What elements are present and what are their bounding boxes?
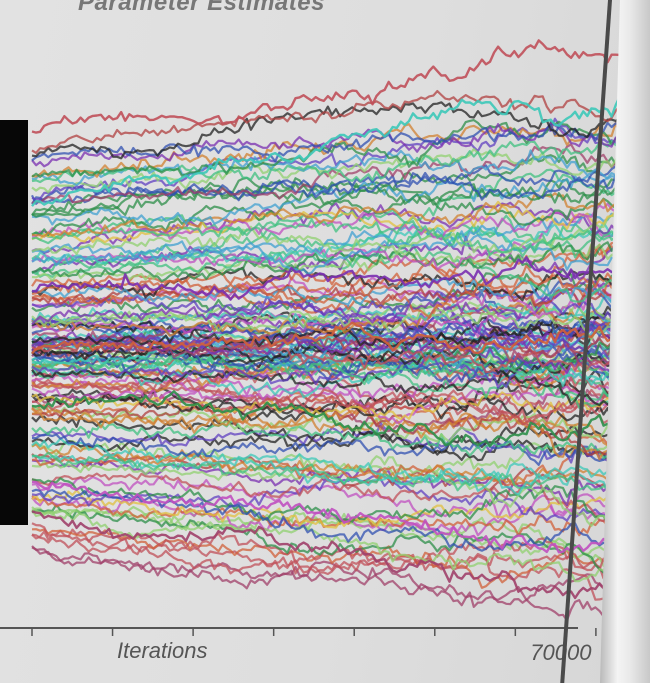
series-line-128 <box>31 164 641 205</box>
series-line-77 <box>31 323 641 368</box>
series-line-104 <box>31 241 641 304</box>
series-line-125 <box>31 172 641 227</box>
series-line-24 <box>31 453 641 493</box>
series-line-70 <box>31 322 641 366</box>
series-line-44 <box>31 355 641 393</box>
series-line-58 <box>31 369 641 407</box>
series-line-108 <box>31 239 641 282</box>
series-line-119 <box>31 201 641 241</box>
series-line-8 <box>31 503 641 574</box>
series-line-25 <box>31 451 641 492</box>
series-line-22 <box>31 447 642 487</box>
series-line-116 <box>31 214 641 256</box>
series-line-139 <box>31 89 641 154</box>
series-line-114 <box>31 234 641 275</box>
series-line-28 <box>31 437 641 496</box>
series-line-rep-5 <box>31 480 641 554</box>
chart-title: Parameter Estimates <box>78 0 325 16</box>
series-line-94 <box>31 297 641 326</box>
series-line-2 <box>31 528 642 601</box>
series-line-87 <box>31 300 641 348</box>
black-occluder <box>0 120 28 525</box>
series-line-0 <box>31 545 641 602</box>
series-line-39 <box>31 391 641 416</box>
series-line-13 <box>31 489 641 529</box>
series-line-113 <box>31 201 641 255</box>
series-line-132 <box>31 149 641 187</box>
series-line-rep-2 <box>31 256 641 301</box>
series-line-110 <box>31 241 641 283</box>
series-line-5 <box>31 505 641 564</box>
series-line-30 <box>32 433 641 466</box>
series-line-100 <box>31 282 641 307</box>
series-line-102 <box>31 275 641 314</box>
series-line-121 <box>31 218 641 258</box>
series-line-37 <box>31 406 641 447</box>
series-line-50 <box>31 376 641 428</box>
series-line-81 <box>31 312 641 350</box>
series-line-21 <box>31 460 641 531</box>
series-line-rep-1 <box>31 86 641 207</box>
series-line-137 <box>31 105 641 163</box>
series-line-46 <box>31 390 641 421</box>
series-line-19 <box>31 459 641 506</box>
series-line-15 <box>31 472 641 526</box>
x-axis-label: Iterations <box>117 638 208 663</box>
series-line-138 <box>31 101 641 160</box>
series-line-31 <box>31 419 641 465</box>
series-line-rep-3 <box>31 321 641 356</box>
series-line-3 <box>31 533 641 586</box>
series-line-rep-6 <box>31 510 641 602</box>
series-line-131 <box>31 147 641 194</box>
series-line-rep-4 <box>31 390 642 448</box>
series-line-rep-0 <box>31 39 641 134</box>
series-line-91 <box>31 268 641 314</box>
